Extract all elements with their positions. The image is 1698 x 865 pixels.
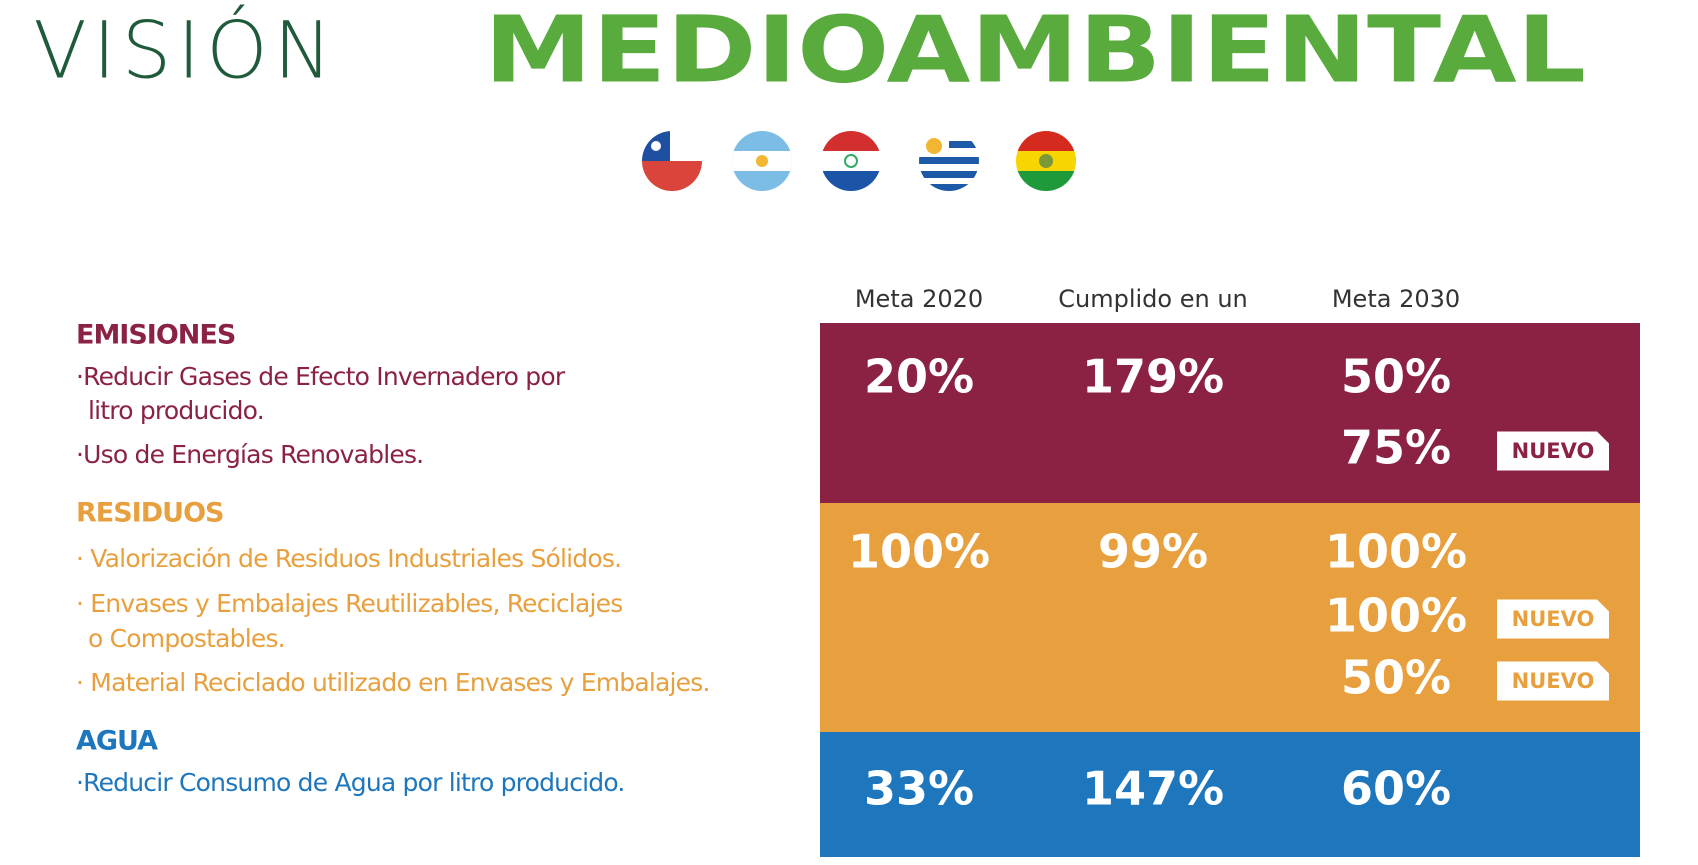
- column-header: Meta 2020: [855, 285, 983, 313]
- item-text: litro producido.: [88, 396, 264, 425]
- item-text: o Compostables.: [88, 624, 285, 653]
- meta-2030-value: 100%: [1325, 525, 1467, 579]
- section-title: EMISIONES: [76, 320, 235, 351]
- meta-2030-value: 60%: [1341, 762, 1451, 816]
- column-header: Meta 2030: [1332, 285, 1460, 313]
- item-text: · Material Reciclado utilizado en Envase…: [76, 668, 710, 697]
- column-header: Cumplido en un: [1058, 285, 1248, 313]
- badge-shape: [1497, 661, 1609, 701]
- badge-shape: [1497, 431, 1609, 471]
- title-bold: MEDIOAMBIENTAL: [484, 0, 1586, 103]
- meta-2020-value: 100%: [848, 525, 990, 579]
- item-text: ·Reducir Consumo de Agua por litro produ…: [76, 768, 625, 797]
- cumplido-value: 179%: [1082, 350, 1224, 404]
- title-light: VISIÓN: [33, 5, 338, 97]
- section-title: RESIDUOS: [76, 498, 223, 529]
- meta-2030-value: 50%: [1341, 651, 1451, 705]
- section-band: [820, 323, 1640, 503]
- meta-2030-value: 75%: [1341, 421, 1451, 475]
- meta-2020-value: 20%: [864, 350, 974, 404]
- item-text: ·Reducir Gases de Efecto Invernadero por: [76, 362, 566, 391]
- meta-2030-value: 50%: [1341, 350, 1451, 404]
- meta-2030-value: 100%: [1325, 589, 1467, 643]
- section-band: [820, 732, 1640, 857]
- section-title: AGUA: [76, 726, 158, 757]
- badge-text: NUEVO: [1512, 439, 1595, 463]
- cumplido-value: 147%: [1082, 762, 1224, 816]
- flag-chile: [642, 131, 702, 191]
- flags: [642, 131, 1076, 191]
- item-text: · Envases y Embalajes Reutilizables, Rec…: [76, 589, 622, 618]
- flag-argentina: [732, 131, 792, 191]
- badge-text: NUEVO: [1512, 607, 1595, 631]
- item-text: · Valorización de Residuos Industriales …: [76, 544, 621, 573]
- badge-shape: [1497, 599, 1609, 639]
- item-text: ·Uso de Energías Renovables.: [76, 440, 423, 469]
- flag-bolivia: [1016, 131, 1076, 191]
- cumplido-value: 99%: [1098, 525, 1208, 579]
- flag-uruguay: [919, 131, 979, 191]
- badge-text: NUEVO: [1512, 669, 1595, 693]
- meta-2020-value: 33%: [864, 762, 974, 816]
- flag-paraguay: [821, 131, 881, 191]
